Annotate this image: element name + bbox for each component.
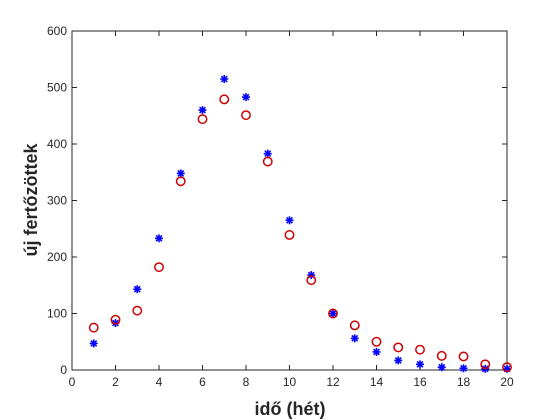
- x-tick-label: 12: [326, 375, 340, 389]
- y-tick-label: 0: [60, 363, 67, 377]
- data-point-asterisk: [263, 149, 272, 158]
- x-tick-label: 14: [370, 375, 384, 389]
- y-tick-label: 300: [47, 194, 67, 208]
- x-tick-label: 6: [199, 375, 206, 389]
- data-point-circle: [197, 114, 208, 125]
- data-point-asterisk: [133, 285, 142, 294]
- data-point-asterisk: [155, 234, 163, 243]
- data-series: [88, 75, 512, 373]
- data-point-asterisk: [220, 75, 229, 84]
- data-point-circle: [458, 351, 469, 362]
- data-point-asterisk: [437, 363, 446, 372]
- data-point-asterisk: [176, 169, 185, 178]
- plot-area: [71, 30, 508, 371]
- data-point-asterisk: [198, 106, 207, 115]
- data-point-circle: [415, 344, 425, 355]
- x-tick-label: 18: [457, 375, 471, 389]
- y-tick-label: 400: [47, 137, 67, 151]
- x-axis-label: idő (hét): [255, 399, 326, 419]
- y-tick-label: 100: [47, 307, 67, 321]
- data-point-asterisk: [394, 356, 403, 365]
- x-tick-label: 16: [413, 375, 427, 389]
- data-point-circle: [436, 350, 447, 361]
- data-point-circle: [371, 336, 382, 347]
- data-point-asterisk: [329, 309, 337, 318]
- data-point-asterisk: [242, 93, 250, 102]
- data-point-circle: [502, 362, 512, 373]
- data-point-circle: [349, 320, 360, 331]
- data-point-circle: [110, 314, 121, 325]
- data-point-asterisk: [459, 364, 468, 373]
- data-point-circle: [241, 110, 251, 121]
- y-tick-label: 600: [47, 24, 67, 38]
- data-point-circle: [219, 94, 230, 105]
- x-tick-label: 2: [112, 375, 119, 389]
- data-point-asterisk: [350, 334, 359, 343]
- data-point-asterisk: [416, 360, 424, 369]
- x-tick-label: 0: [69, 375, 76, 389]
- x-tick-label: 10: [283, 375, 297, 389]
- data-point-circle: [284, 230, 295, 240]
- data-point-circle: [154, 262, 164, 273]
- x-tick-label: 20: [500, 375, 514, 389]
- data-point-circle: [306, 275, 317, 286]
- series-circle: [88, 94, 512, 373]
- y-tick-label: 200: [47, 250, 67, 264]
- data-point-asterisk: [372, 347, 381, 356]
- y-axis-label: új fertőzöttek: [21, 143, 41, 257]
- data-point-asterisk: [285, 216, 294, 225]
- data-point-circle: [132, 305, 143, 316]
- y-tick-label: 500: [47, 81, 67, 95]
- data-point-circle: [480, 359, 491, 370]
- x-tick-label: 8: [243, 375, 250, 389]
- x-tick-label: 4: [156, 375, 163, 389]
- data-point-circle: [262, 156, 273, 167]
- data-point-circle: [88, 322, 99, 333]
- data-point-circle: [393, 342, 404, 353]
- data-point-circle: [328, 308, 338, 319]
- data-point-asterisk: [89, 339, 98, 348]
- data-point-circle: [175, 176, 186, 187]
- plot-frame: [71, 30, 508, 371]
